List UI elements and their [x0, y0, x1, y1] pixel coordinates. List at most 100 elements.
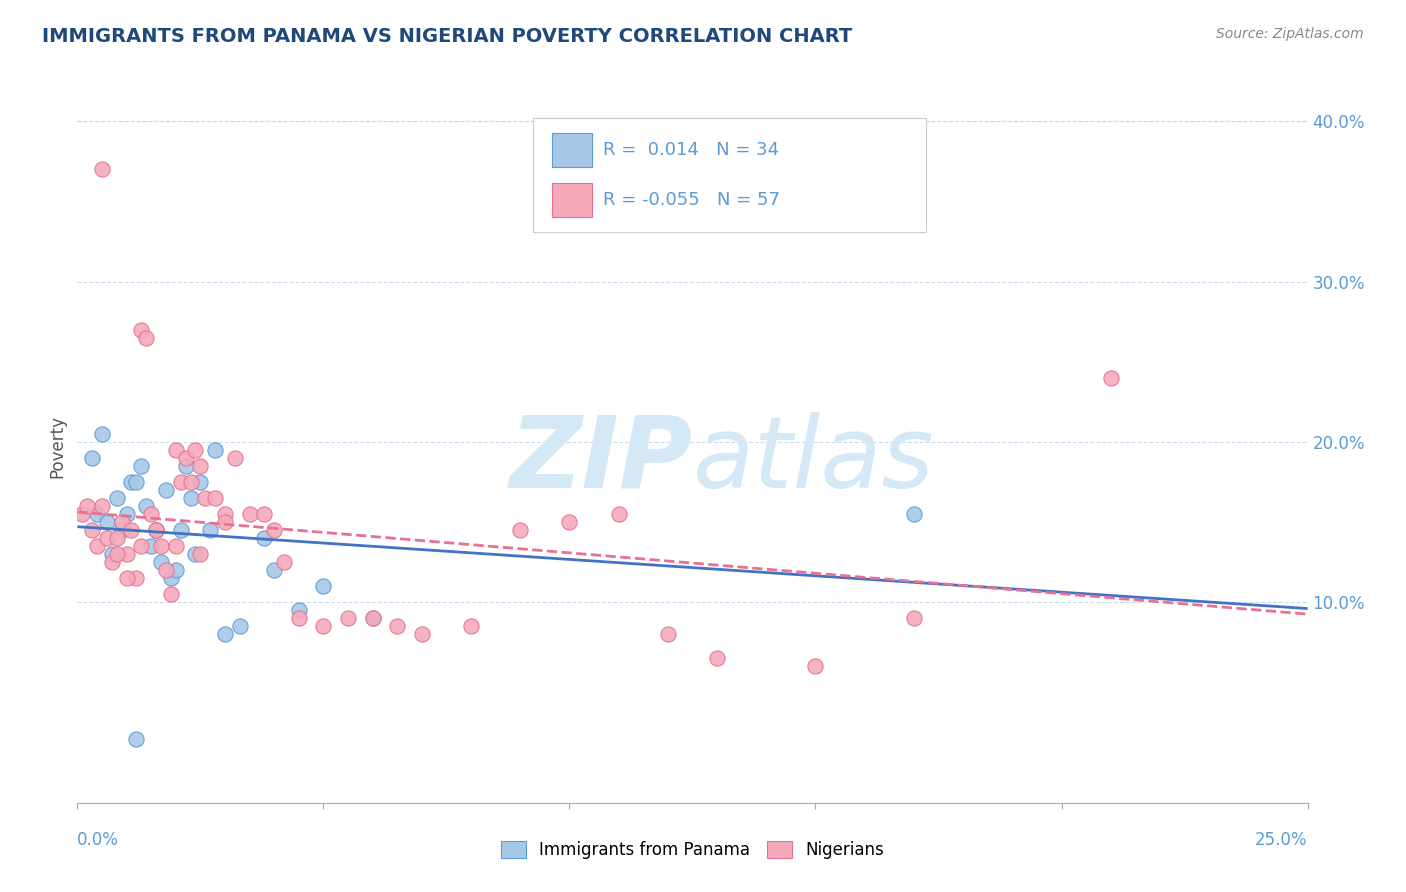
Point	[253, 531, 276, 545]
Point	[96, 515, 118, 529]
Point	[76, 499, 98, 513]
Point	[90, 162, 114, 177]
Point	[657, 627, 679, 641]
Point	[253, 507, 276, 521]
Point	[239, 507, 262, 521]
Point	[200, 523, 222, 537]
Point	[170, 523, 193, 537]
Point	[174, 458, 197, 473]
Point	[180, 491, 202, 505]
Point	[129, 323, 153, 337]
Point	[288, 603, 311, 617]
Point	[115, 571, 138, 585]
Point	[312, 579, 335, 593]
Point	[361, 611, 384, 625]
Point	[188, 547, 212, 561]
Point	[141, 539, 163, 553]
Point	[903, 507, 925, 521]
Point	[101, 547, 124, 561]
Point	[263, 523, 285, 537]
Point	[194, 491, 217, 505]
Point	[70, 507, 93, 521]
Text: Source: ZipAtlas.com: Source: ZipAtlas.com	[1216, 27, 1364, 41]
Point	[263, 563, 285, 577]
Point	[165, 442, 187, 457]
Point	[184, 442, 207, 457]
Point	[204, 491, 226, 505]
Text: IMMIGRANTS FROM PANAMA VS NIGERIAN POVERTY CORRELATION CHART: IMMIGRANTS FROM PANAMA VS NIGERIAN POVER…	[42, 27, 852, 45]
Point	[385, 619, 409, 633]
Y-axis label: Poverty: Poverty	[48, 415, 66, 477]
Point	[82, 450, 104, 465]
Text: ZIP: ZIP	[509, 412, 693, 508]
Point	[135, 499, 157, 513]
Point	[228, 619, 252, 633]
Point	[145, 523, 167, 537]
Legend: Immigrants from Panama, Nigerians: Immigrants from Panama, Nigerians	[495, 834, 890, 866]
Point	[903, 611, 925, 625]
Point	[204, 442, 226, 457]
Point	[288, 611, 311, 625]
Point	[105, 547, 128, 561]
Point	[1099, 371, 1122, 385]
Point	[170, 475, 193, 489]
Point	[96, 531, 118, 545]
Point	[160, 587, 183, 601]
Point	[509, 523, 531, 537]
Point	[214, 627, 236, 641]
Point	[115, 547, 138, 561]
Point	[101, 555, 124, 569]
Point	[150, 539, 173, 553]
Point	[180, 475, 202, 489]
Point	[160, 571, 183, 585]
Point	[165, 539, 187, 553]
Point	[155, 483, 177, 497]
Point	[129, 539, 153, 553]
Point	[121, 523, 143, 537]
Point	[105, 491, 128, 505]
Point	[184, 547, 207, 561]
Point	[125, 475, 148, 489]
Point	[111, 515, 132, 529]
Point	[145, 523, 167, 537]
Point	[86, 539, 108, 553]
Point	[129, 458, 153, 473]
Point	[155, 563, 177, 577]
Point	[145, 523, 167, 537]
Point	[804, 659, 827, 673]
Point	[150, 555, 173, 569]
Point	[214, 507, 236, 521]
Point	[111, 523, 132, 537]
Point	[165, 563, 187, 577]
Point	[105, 531, 128, 545]
Text: 25.0%: 25.0%	[1256, 831, 1308, 849]
Point	[224, 450, 246, 465]
Point	[90, 427, 114, 442]
Point	[273, 555, 295, 569]
Point	[411, 627, 433, 641]
Point	[706, 651, 728, 665]
Point	[135, 331, 157, 345]
Point	[214, 515, 236, 529]
Point	[121, 475, 143, 489]
Point	[337, 611, 360, 625]
Point	[125, 731, 148, 746]
Text: R = -0.055   N = 57: R = -0.055 N = 57	[603, 191, 780, 209]
Point	[115, 507, 138, 521]
Point	[90, 499, 114, 513]
Point	[558, 515, 581, 529]
Text: atlas: atlas	[693, 412, 934, 508]
Text: 0.0%: 0.0%	[77, 831, 120, 849]
Point	[361, 611, 384, 625]
Point	[82, 523, 104, 537]
Point	[188, 458, 212, 473]
Point	[125, 571, 148, 585]
Text: R =  0.014   N = 34: R = 0.014 N = 34	[603, 141, 779, 159]
Point	[141, 507, 163, 521]
Point	[607, 507, 630, 521]
Point	[188, 475, 212, 489]
Point	[174, 450, 197, 465]
Point	[86, 507, 108, 521]
Point	[312, 619, 335, 633]
Point	[460, 619, 482, 633]
